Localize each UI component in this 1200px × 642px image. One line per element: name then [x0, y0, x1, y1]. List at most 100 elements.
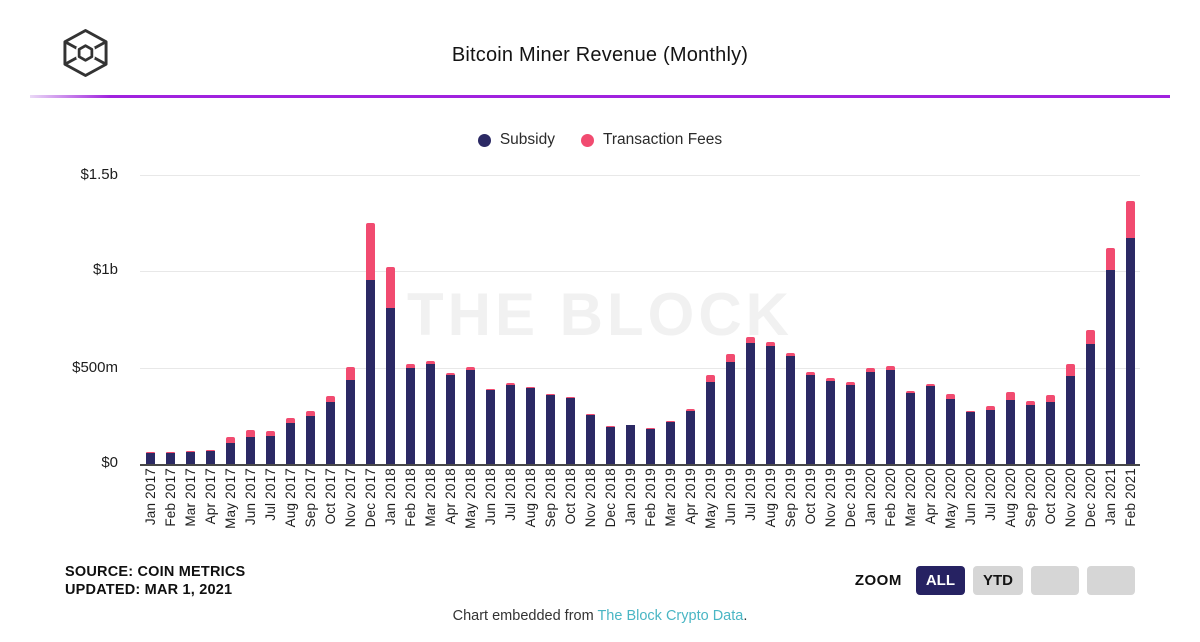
bar-jun-2020[interactable]: [960, 175, 980, 464]
transaction-fees-segment: [845, 382, 855, 385]
subsidy-segment: [645, 429, 655, 464]
bar-apr-2018[interactable]: [440, 175, 460, 464]
subsidy-segment: [1105, 270, 1115, 464]
transaction-fees-segment: [945, 393, 955, 399]
bar-dec-2019[interactable]: [840, 175, 860, 464]
bar-feb-2017[interactable]: [160, 175, 180, 464]
bar-apr-2020[interactable]: [920, 175, 940, 464]
bar-nov-2019[interactable]: [820, 175, 840, 464]
bar-sep-2020[interactable]: [1020, 175, 1040, 464]
transaction-fees-segment: [1085, 330, 1095, 345]
transaction-fees-segment: [1045, 395, 1055, 403]
transaction-fees-segment: [685, 409, 695, 412]
bar-feb-2019[interactable]: [640, 175, 660, 464]
the-block-logo-icon: [63, 29, 108, 77]
zoom-blank-button-2[interactable]: [1087, 566, 1135, 595]
y-tick-label: $1.5b: [80, 166, 118, 183]
x-axis-label: Apr 2018: [442, 468, 458, 525]
plot-area: [140, 175, 1140, 466]
subsidy-segment: [885, 370, 895, 464]
bar-dec-2017[interactable]: [360, 175, 380, 464]
bar-jan-2018[interactable]: [380, 175, 400, 464]
x-axis-label: Oct 2018: [562, 468, 578, 525]
subsidy-dot-icon: [477, 133, 491, 147]
bar-jul-2020[interactable]: [980, 175, 1000, 464]
bar-nov-2017[interactable]: [340, 175, 360, 464]
zoom-label: ZOOM: [854, 572, 902, 589]
bar-sep-2018[interactable]: [540, 175, 560, 464]
legend-label: Transaction Fees: [602, 131, 723, 148]
bar-feb-2021[interactable]: [1120, 175, 1140, 464]
legend-item-subsidy[interactable]: Subsidy: [477, 131, 555, 149]
bar-aug-2018[interactable]: [520, 175, 540, 464]
bar-aug-2020[interactable]: [1000, 175, 1020, 464]
bar-nov-2020[interactable]: [1060, 175, 1080, 464]
transaction-fees-dot-icon: [580, 133, 594, 147]
subsidy-segment: [765, 345, 775, 464]
gridline: [140, 271, 1140, 272]
subsidy-segment: [165, 453, 175, 464]
bar-jun-2019[interactable]: [720, 175, 740, 464]
bar-jul-2017[interactable]: [260, 175, 280, 464]
x-axis-label: Sep 2018: [542, 468, 558, 528]
bar-jan-2020[interactable]: [860, 175, 880, 464]
x-axis-label: May 2020: [942, 468, 958, 529]
bar-may-2018[interactable]: [460, 175, 480, 464]
bar-jan-2017[interactable]: [140, 175, 160, 464]
subsidy-segment: [465, 369, 475, 464]
bar-feb-2020[interactable]: [880, 175, 900, 464]
bar-jul-2018[interactable]: [500, 175, 520, 464]
bar-oct-2020[interactable]: [1040, 175, 1060, 464]
bar-oct-2017[interactable]: [320, 175, 340, 464]
bar-aug-2019[interactable]: [760, 175, 780, 464]
subsidy-segment: [525, 388, 535, 464]
bar-jul-2019[interactable]: [740, 175, 760, 464]
bar-mar-2018[interactable]: [420, 175, 440, 464]
gridline: [140, 175, 1140, 176]
subsidy-segment: [1065, 375, 1075, 464]
bar-sep-2017[interactable]: [300, 175, 320, 464]
bar-may-2017[interactable]: [220, 175, 240, 464]
x-axis-label: Jan 2020: [862, 468, 878, 526]
bar-nov-2018[interactable]: [580, 175, 600, 464]
transaction-fees-segment: [445, 373, 455, 376]
subsidy-segment: [325, 402, 335, 464]
embed-prefix: Chart embedded from: [452, 608, 594, 624]
bar-may-2019[interactable]: [700, 175, 720, 464]
bar-jan-2021[interactable]: [1100, 175, 1120, 464]
bar-oct-2018[interactable]: [560, 175, 580, 464]
bar-mar-2020[interactable]: [900, 175, 920, 464]
embed-suffix: .: [743, 608, 748, 624]
zoom-blank-button-1[interactable]: [1031, 566, 1079, 595]
legend-item-transaction-fees[interactable]: Transaction Fees: [580, 131, 723, 149]
subsidy-segment: [825, 381, 835, 464]
bar-apr-2017[interactable]: [200, 175, 220, 464]
embed-link[interactable]: The Block Crypto Data: [597, 608, 744, 624]
zoom-ytd-button[interactable]: YTD: [973, 566, 1023, 595]
bar-dec-2020[interactable]: [1080, 175, 1100, 464]
bar-jan-2019[interactable]: [620, 175, 640, 464]
transaction-fees-segment: [1105, 247, 1115, 271]
bar-may-2020[interactable]: [940, 175, 960, 464]
subsidy-segment: [445, 375, 455, 464]
bar-jun-2017[interactable]: [240, 175, 260, 464]
x-axis-label: Sep 2019: [782, 468, 798, 528]
bar-aug-2017[interactable]: [280, 175, 300, 464]
bar-dec-2018[interactable]: [600, 175, 620, 464]
bar-mar-2019[interactable]: [660, 175, 680, 464]
subsidy-segment: [1025, 405, 1035, 464]
subsidy-segment: [925, 386, 935, 464]
x-axis-label: Aug 2019: [762, 468, 778, 528]
x-axis-label: Nov 2018: [582, 468, 598, 528]
x-axis-label: Mar 2018: [422, 468, 438, 527]
zoom-all-button[interactable]: ALL: [915, 566, 965, 595]
bar-oct-2019[interactable]: [800, 175, 820, 464]
subsidy-segment: [605, 426, 615, 464]
bar-apr-2019[interactable]: [680, 175, 700, 464]
bar-feb-2018[interactable]: [400, 175, 420, 464]
bar-jun-2018[interactable]: [480, 175, 500, 464]
subsidy-segment: [1125, 238, 1135, 464]
subsidy-segment: [185, 451, 195, 464]
bar-sep-2019[interactable]: [780, 175, 800, 464]
bar-mar-2017[interactable]: [180, 175, 200, 464]
